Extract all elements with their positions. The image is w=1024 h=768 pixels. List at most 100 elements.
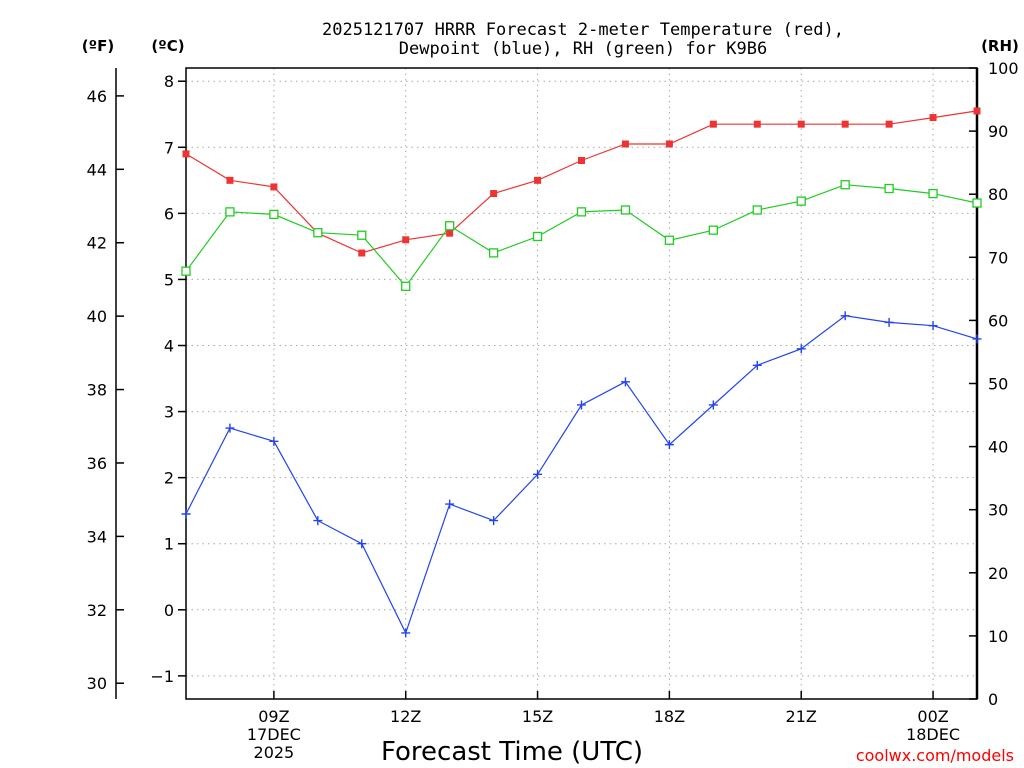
x-tick-label: 18Z xyxy=(654,707,685,726)
dewpoint-point xyxy=(489,516,499,526)
temperature-point xyxy=(797,120,805,128)
rh-point xyxy=(796,196,806,206)
dewpoint-point xyxy=(269,436,279,446)
dewpoint-point xyxy=(708,400,718,410)
rh-point xyxy=(928,188,938,199)
rh-point xyxy=(840,180,850,190)
temperature-point xyxy=(709,120,717,128)
temperature-point xyxy=(753,120,761,128)
celsius-tick-label: 3 xyxy=(164,403,174,422)
rh-point xyxy=(181,266,191,276)
rh-point xyxy=(576,207,587,217)
temperature-point xyxy=(402,236,410,244)
rh-tick-label: 50 xyxy=(988,375,1008,394)
rh-point xyxy=(664,235,675,245)
dewpoint-point xyxy=(796,344,806,354)
temperature-point xyxy=(973,107,981,115)
dewpoint-point xyxy=(357,539,367,549)
dewpoint-point xyxy=(752,360,762,370)
dewpoint-point xyxy=(181,509,191,519)
rh-tick-label: 10 xyxy=(988,627,1008,646)
temperature-point xyxy=(358,249,366,257)
temperature-point xyxy=(182,150,190,158)
dewpoint-point xyxy=(225,423,235,433)
dewpoint-point xyxy=(928,321,938,331)
celsius-axis: −1 0 1 2 3 4 5 6 7 8 xyxy=(150,72,186,686)
fahrenheit-tick-label: 36 xyxy=(87,454,107,473)
rh-point xyxy=(401,281,411,291)
fahrenheit-tick-label: 38 xyxy=(87,381,107,400)
rh-tick-label: 80 xyxy=(988,185,1008,204)
temperature-point xyxy=(534,176,542,184)
x-tick-label: 12Z xyxy=(390,707,421,726)
temperature-line xyxy=(185,110,978,254)
fahrenheit-tick-label: 32 xyxy=(87,601,107,620)
temperature-point xyxy=(929,114,937,122)
fahrenheit-axis: 30 32 34 36 38 40 42 44 46 xyxy=(87,87,124,693)
rh-point xyxy=(752,205,762,215)
dewpoint-point xyxy=(664,440,674,450)
temperature-point xyxy=(841,120,849,128)
fahrenheit-tick-label: 46 xyxy=(87,87,107,106)
temperature-point xyxy=(446,229,454,237)
temperature-point xyxy=(270,183,278,191)
rh-tick-label: 40 xyxy=(988,438,1008,457)
celsius-tick-label: −1 xyxy=(150,667,174,686)
dewpoint-line xyxy=(185,315,978,635)
rh-unit-label: (RH) xyxy=(981,37,1019,55)
rh-axis: 0 10 20 30 40 50 60 70 80 90 100 xyxy=(969,59,1019,709)
dewpoint-point xyxy=(313,516,323,526)
dewpoint-point xyxy=(840,311,850,321)
celsius-tick-label: 7 xyxy=(164,138,174,157)
rh-point xyxy=(357,230,367,240)
x-tick-label: 00Z xyxy=(917,707,948,726)
rh-point xyxy=(708,225,718,235)
celsius-tick-label: 0 xyxy=(164,601,174,620)
rh-point xyxy=(269,209,279,220)
rh-point xyxy=(532,231,543,242)
rh-point xyxy=(884,183,894,194)
fahrenheit-unit-label: (ºF) xyxy=(82,37,114,55)
temperature-point xyxy=(578,157,585,165)
chart-title-line2: Dewpoint (blue), RH (green) for K9B6 xyxy=(399,39,767,59)
fahrenheit-tick-label: 30 xyxy=(87,674,107,693)
dewpoint-point xyxy=(577,400,586,410)
fahrenheit-tick-label: 34 xyxy=(87,527,107,546)
celsius-tick-label: 6 xyxy=(164,204,174,223)
fahrenheit-tick-label: 40 xyxy=(87,307,107,326)
rh-point xyxy=(972,198,982,208)
rh-line xyxy=(185,184,978,288)
celsius-tick-label: 4 xyxy=(164,337,174,356)
x-tick-label: 18DEC xyxy=(906,725,960,744)
rh-point xyxy=(445,221,455,231)
dewpoint-point xyxy=(401,628,411,638)
temperature-point xyxy=(665,140,673,148)
rh-tick-label: 30 xyxy=(988,501,1008,520)
rh-point xyxy=(620,205,631,215)
chart-title-line1: 2025121707 HRRR Forecast 2-meter Tempera… xyxy=(322,20,844,40)
rh-point xyxy=(313,228,323,238)
x-tick-label: 17DEC xyxy=(247,725,301,744)
temperature-point xyxy=(490,190,498,198)
dewpoint-point xyxy=(620,377,630,387)
fahrenheit-tick-label: 44 xyxy=(87,160,107,179)
rh-tick-label: 0 xyxy=(988,690,998,709)
celsius-unit-label: (ºC) xyxy=(151,37,184,55)
dewpoint-point xyxy=(445,499,455,509)
rh-tick-label: 70 xyxy=(988,248,1008,267)
temperature-point xyxy=(621,140,629,148)
rh-tick-label: 100 xyxy=(988,59,1019,78)
x-tick-label: 15Z xyxy=(522,707,553,726)
x-tick-label: 2025 xyxy=(254,743,295,762)
rh-tick-label: 90 xyxy=(988,122,1008,141)
x-axis-title: Forecast Time (UTC) xyxy=(381,737,643,767)
celsius-tick-label: 2 xyxy=(164,469,174,488)
grid-lines xyxy=(186,68,977,699)
dewpoint-point xyxy=(972,334,982,344)
series-layer xyxy=(181,107,982,638)
fahrenheit-tick-label: 42 xyxy=(87,234,107,253)
celsius-tick-label: 1 xyxy=(164,535,174,554)
watermark: coolwx.com/models xyxy=(856,746,1014,765)
